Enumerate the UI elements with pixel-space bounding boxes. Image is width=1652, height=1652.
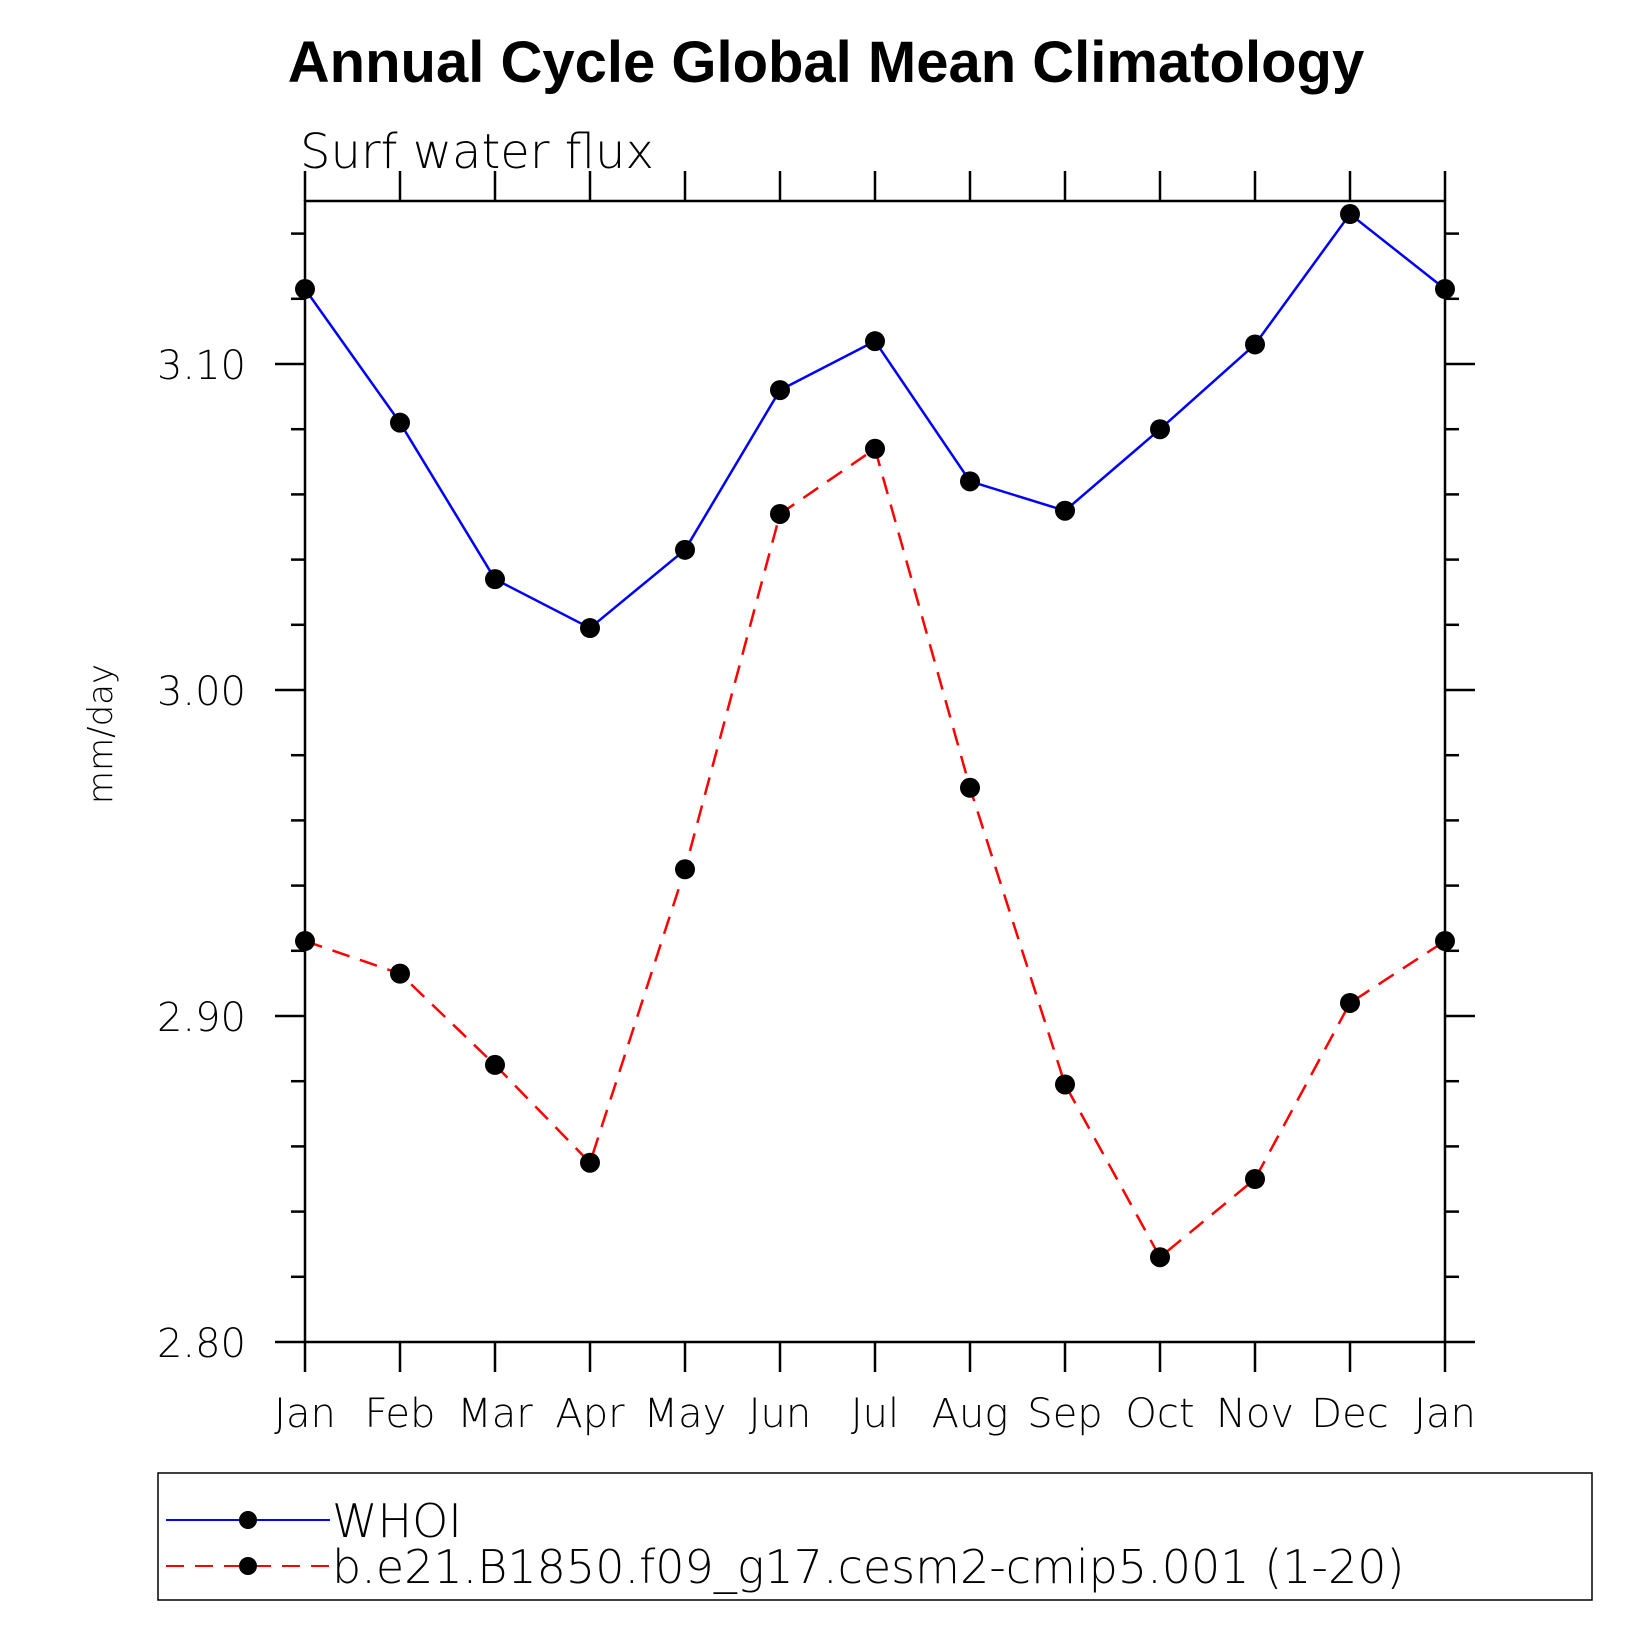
- legend-marker-cesm2: [239, 1557, 257, 1575]
- x-tick-label: Sep: [1027, 1391, 1102, 1437]
- series-line-0: [303, 212, 1446, 630]
- x-tick-label: Jul: [851, 1391, 899, 1437]
- x-tick-label: May: [644, 1391, 727, 1437]
- legend-marker-whoi: [239, 1511, 257, 1529]
- x-tick-label: Nov: [1216, 1391, 1294, 1437]
- chart-title: Annual Cycle Global Mean Climatology: [288, 30, 1364, 95]
- series-1-point: [295, 931, 315, 952]
- x-tick-label: Feb: [365, 1391, 436, 1437]
- series-0-point: [1340, 204, 1360, 225]
- plot-area: Jan Feb Mar Apr May Jun Jul Aug Sep Oct Nov Dec Jan 2…: [157, 171, 1476, 1437]
- x-tick-label: Jan: [1414, 1391, 1476, 1437]
- series-0-point: [485, 569, 505, 590]
- legend-item-cesm2: b.e21.B1850.f09_g17.cesm2-cmip5.001 (1-2…: [166, 1540, 1405, 1594]
- series-0-point: [1245, 334, 1265, 355]
- series-1-point: [485, 1054, 505, 1075]
- series-1-point: [1340, 992, 1360, 1013]
- series-0-point: [770, 380, 790, 401]
- series-1-point: [1150, 1247, 1170, 1268]
- series-0-point: [580, 618, 600, 639]
- series-1-point: [1245, 1169, 1265, 1189]
- series-0-point: [390, 412, 410, 433]
- y-tick-label: 3.00: [157, 669, 246, 715]
- y-tick-label: 2.80: [157, 1321, 246, 1367]
- y-axis-label: mm/day: [81, 664, 121, 804]
- y-tick-label: 3.10: [157, 343, 246, 389]
- series-0-point: [295, 279, 315, 300]
- x-tick-label: Dec: [1311, 1391, 1388, 1437]
- legend-item-whoi: WHOI: [166, 1494, 462, 1548]
- series-0-point: [675, 539, 695, 560]
- series-1-point: [770, 503, 790, 524]
- legend-label-cesm2: b.e21.B1850.f09_g17.cesm2-cmip5.001 (1-2…: [332, 1540, 1405, 1594]
- series-0-point: [1435, 279, 1455, 300]
- series-0-point: [865, 331, 885, 352]
- legend-box: [157, 1472, 1593, 1601]
- x-tick-label: Apr: [555, 1391, 625, 1437]
- series-1-point: [675, 859, 695, 880]
- series-line-1: [304, 446, 1446, 1260]
- series-1-point: [390, 963, 410, 984]
- x-tick-label: Mar: [457, 1391, 533, 1437]
- series-1-point: [960, 777, 980, 798]
- x-tick-label: Aug: [932, 1391, 1009, 1437]
- series-0-point: [1055, 500, 1075, 521]
- series-1-point: [1435, 931, 1455, 952]
- x-tick-label: Jun: [749, 1391, 812, 1437]
- y-tick-label: 2.90: [157, 995, 246, 1041]
- legend-label-whoi: WHOI: [332, 1494, 462, 1548]
- x-tick-label: Jan: [274, 1391, 336, 1437]
- series-0-point: [960, 471, 980, 492]
- series-1-point: [1055, 1074, 1075, 1095]
- plot-frame: [303, 199, 1447, 1344]
- x-tick-label: Oct: [1125, 1391, 1194, 1437]
- series-1-point: [580, 1152, 600, 1173]
- series-1-point: [865, 438, 885, 459]
- series-0-point: [1150, 419, 1170, 440]
- chart-subtitle: Surf water flux: [300, 124, 654, 180]
